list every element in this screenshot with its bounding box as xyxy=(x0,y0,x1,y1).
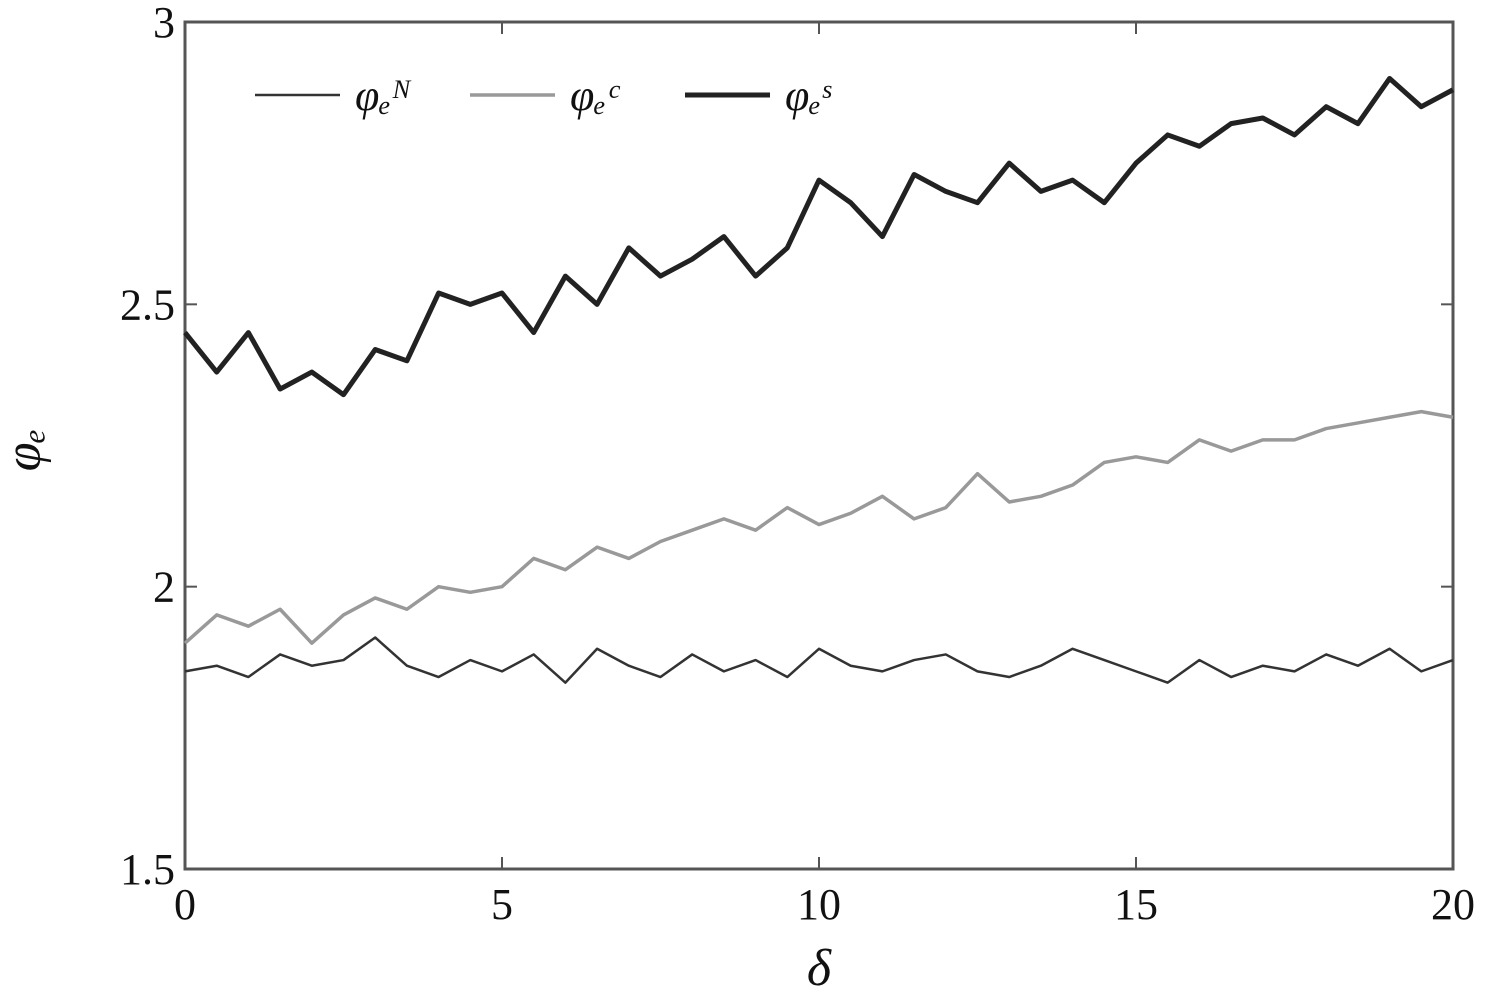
x-tick-label: 5 xyxy=(491,880,513,929)
x-tick-label: 0 xyxy=(174,880,196,929)
plot-frame xyxy=(183,20,1455,871)
y-tick-label: 3 xyxy=(153,0,175,47)
data-line xyxy=(183,75,1455,398)
data-line xyxy=(184,636,1454,684)
x-tick-label: 15 xyxy=(1114,880,1158,929)
x-tick-label: 10 xyxy=(797,880,841,929)
x-tick-label: 20 xyxy=(1431,880,1475,929)
y-tick-label: 2 xyxy=(153,563,175,612)
legend-label: φₑˢ xyxy=(785,71,832,120)
x-axis-label: δ xyxy=(807,940,832,997)
y-tick-label: 1.5 xyxy=(120,845,175,894)
y-axis-label: φₑ xyxy=(0,429,52,471)
legend-label: φₑᴺ xyxy=(355,71,412,120)
data-line xyxy=(183,409,1454,645)
y-tick-label: 2.5 xyxy=(120,280,175,329)
legend-label: φₑᶜ xyxy=(570,71,621,120)
